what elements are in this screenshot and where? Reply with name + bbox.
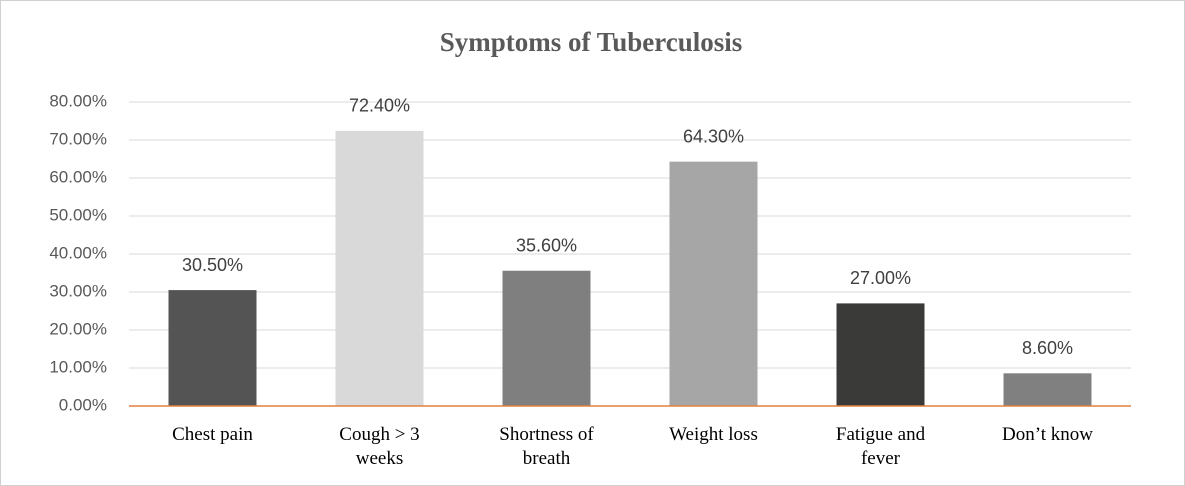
x-tick-label: Chest pain — [172, 424, 253, 445]
data-label: 72.40% — [349, 96, 410, 116]
y-tick-label: 60.00% — [49, 167, 107, 186]
bar — [836, 303, 925, 406]
data-label: 8.60% — [1022, 338, 1073, 358]
data-label: 27.00% — [850, 268, 911, 288]
x-tick-label: Don’t know — [1002, 424, 1093, 445]
chart-title: Symptoms of Tuberculosis — [440, 27, 743, 57]
bar — [502, 270, 591, 406]
data-label: 30.50% — [182, 255, 243, 275]
y-tick-label: 70.00% — [49, 129, 107, 148]
bar — [669, 161, 758, 406]
y-tick-label: 20.00% — [49, 319, 107, 338]
y-tick-label: 80.00% — [49, 91, 107, 110]
data-label: 35.60% — [516, 235, 577, 255]
x-tick-label: Weight loss — [669, 424, 758, 445]
x-tick-label: Fatigue and fever — [835, 424, 926, 469]
y-tick-label: 40.00% — [49, 243, 107, 262]
y-tick-label: 10.00% — [49, 357, 107, 376]
y-tick-label: 0.00% — [59, 395, 107, 414]
bar — [168, 290, 257, 406]
y-tick-label: 30.00% — [49, 281, 107, 300]
y-tick-label: 50.00% — [49, 205, 107, 224]
bar — [335, 130, 424, 406]
x-tick-label: Cough > 3 weeks — [339, 424, 420, 469]
bar — [1003, 373, 1092, 406]
data-label: 64.30% — [683, 126, 744, 146]
x-tick-label: Shortness of breath — [499, 424, 594, 469]
